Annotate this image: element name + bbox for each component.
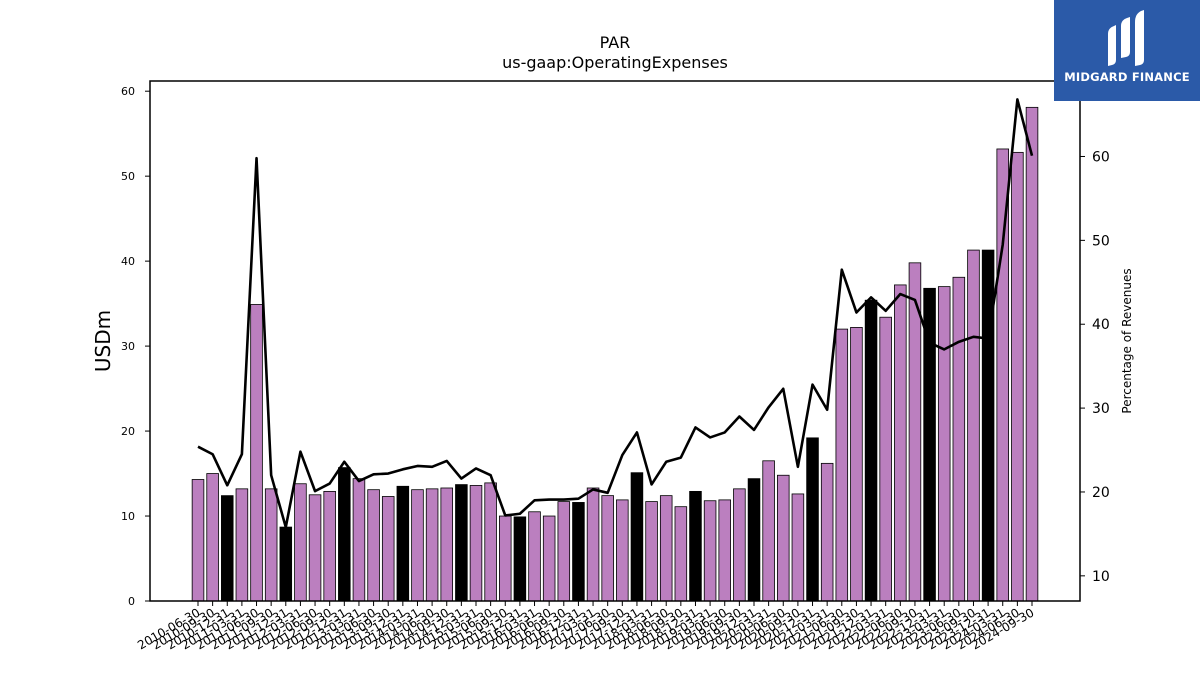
bar [235, 488, 249, 602]
y2-tick-label: 20 [1092, 485, 1110, 501]
bar [645, 501, 658, 602]
bar [937, 286, 951, 602]
bar [674, 506, 688, 602]
bar [777, 474, 790, 602]
bar [191, 479, 205, 602]
axes: 01020304050601020304050602010-06-302010-… [121, 85, 1110, 652]
y-tick-label: 30 [121, 340, 135, 353]
bar [440, 487, 453, 602]
bar [425, 488, 439, 602]
bar [689, 490, 702, 602]
bar [835, 328, 849, 602]
chart-title: PAR [600, 33, 631, 52]
bar [308, 494, 322, 602]
bar [879, 316, 892, 602]
y2-tick-label: 30 [1092, 401, 1110, 417]
bar [1011, 151, 1024, 602]
brand-logo: MIDGARD FINANCE [1054, 0, 1200, 101]
bar [279, 526, 293, 602]
bar [1025, 106, 1039, 602]
logo-mark-icon [1108, 10, 1144, 66]
bar [894, 284, 907, 602]
y2-tick-label: 50 [1092, 233, 1110, 249]
bar [850, 327, 863, 602]
bar [469, 485, 483, 602]
y2-tick-label: 60 [1092, 149, 1110, 165]
y-axis-label: USDm [91, 310, 115, 372]
bar [747, 478, 761, 602]
y-tick-label: 0 [128, 595, 135, 608]
bar [820, 462, 834, 602]
bar [499, 515, 512, 602]
bar [396, 485, 410, 602]
bar [528, 511, 541, 602]
bar [542, 515, 556, 602]
bar [733, 488, 746, 602]
bar [586, 487, 600, 602]
y-tick-label: 50 [121, 170, 135, 183]
bar [967, 249, 980, 602]
bar [923, 287, 936, 602]
series-line [197, 98, 1034, 529]
bar [806, 437, 819, 602]
plot-frame [149, 80, 1081, 602]
bar [952, 276, 966, 602]
y-tick-label: 20 [121, 425, 135, 438]
y-tick-label: 60 [121, 85, 135, 98]
bar [206, 473, 219, 602]
bar [484, 482, 497, 602]
bar [221, 495, 234, 602]
bar [557, 501, 571, 602]
bar [864, 299, 878, 602]
bar [601, 495, 614, 602]
bar [630, 472, 644, 602]
bar [659, 495, 673, 602]
bar [762, 460, 775, 602]
bar [367, 489, 380, 602]
bar [381, 496, 395, 602]
expense-ratio-line [197, 98, 1034, 529]
bar [294, 483, 307, 602]
bar [352, 478, 366, 602]
bars [191, 106, 1039, 602]
bar [455, 484, 468, 602]
brand-name: MIDGARD FINANCE [1064, 70, 1190, 84]
bar [250, 304, 263, 602]
y2-axis-label: Percentage of Revenues [1120, 268, 1134, 413]
bar [572, 502, 585, 602]
y2-tick-label: 40 [1092, 317, 1110, 333]
y2-tick-label: 10 [1092, 569, 1110, 585]
bar [338, 467, 351, 602]
bar [703, 500, 717, 602]
bar [718, 499, 731, 602]
bar [411, 489, 424, 602]
bar [264, 488, 278, 602]
bar [791, 493, 805, 602]
bar [616, 499, 629, 602]
y-tick-label: 10 [121, 510, 135, 523]
bar [981, 249, 995, 602]
bar [513, 516, 527, 602]
y-tick-label: 40 [121, 255, 135, 268]
bar [323, 490, 336, 602]
chart-subtitle: us-gaap:OperatingExpenses [502, 53, 728, 72]
